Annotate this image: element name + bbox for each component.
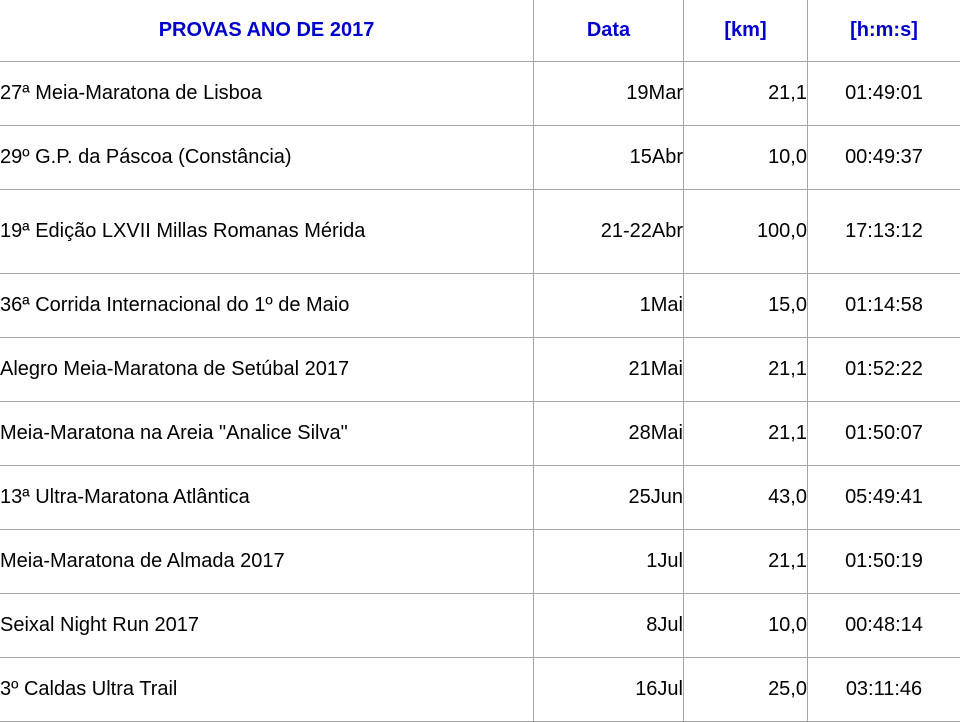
race-time: 01:50:07 [808,402,960,466]
race-name: 29º G.P. da Páscoa (Constância) [0,126,534,190]
race-distance: 21,1 [684,62,808,126]
table-row: 29º G.P. da Páscoa (Constância) 15Abr 10… [0,126,960,190]
race-distance: 21,1 [684,338,808,402]
header-row: PROVAS ANO DE 2017 Data [km] [h:m:s] [0,0,960,62]
race-distance: 15,0 [684,274,808,338]
race-time: 01:14:58 [808,274,960,338]
race-time: 01:49:01 [808,62,960,126]
table-row: 3º Caldas Ultra Trail 16Jul 25,0 03:11:4… [0,658,960,722]
race-date: 16Jul [534,658,684,722]
table-row: Seixal Night Run 2017 8Jul 10,0 00:48:14 [0,594,960,658]
race-distance: 10,0 [684,594,808,658]
table-header: PROVAS ANO DE 2017 Data [km] [h:m:s] [0,0,960,62]
race-distance: 21,1 [684,530,808,594]
header-time: [h:m:s] [808,0,960,62]
table-row: 13ª Ultra-Maratona Atlântica 25Jun 43,0 … [0,466,960,530]
race-name: 3º Caldas Ultra Trail [0,658,534,722]
race-time: 00:48:14 [808,594,960,658]
race-date: 19Mar [534,62,684,126]
race-name: 36ª Corrida Internacional do 1º de Maio [0,274,534,338]
header-date: Data [534,0,684,62]
race-name: Meia-Maratona de Almada 2017 [0,530,534,594]
race-distance: 43,0 [684,466,808,530]
race-time: 05:49:41 [808,466,960,530]
race-name: 19ª Edição LXVII Millas Romanas Mérida [0,190,534,274]
race-time: 00:49:37 [808,126,960,190]
race-time: 01:50:19 [808,530,960,594]
race-distance: 10,0 [684,126,808,190]
table-row: Meia-Maratona na Areia "Analice Silva" 2… [0,402,960,466]
header-km: [km] [684,0,808,62]
table-row: 27ª Meia-Maratona de Lisboa 19Mar 21,1 0… [0,62,960,126]
table-row: 19ª Edição LXVII Millas Romanas Mérida 2… [0,190,960,274]
race-distance: 100,0 [684,190,808,274]
race-time: 01:52:22 [808,338,960,402]
race-time: 17:13:12 [808,190,960,274]
race-date: 21Mai [534,338,684,402]
table-row: 36ª Corrida Internacional do 1º de Maio … [0,274,960,338]
race-date: 15Abr [534,126,684,190]
race-distance: 25,0 [684,658,808,722]
race-name: Alegro Meia-Maratona de Setúbal 2017 [0,338,534,402]
race-date: 1Jul [534,530,684,594]
race-date: 8Jul [534,594,684,658]
race-date: 28Mai [534,402,684,466]
race-name: Seixal Night Run 2017 [0,594,534,658]
race-time: 03:11:46 [808,658,960,722]
race-date: 21-22Abr [534,190,684,274]
table-body: 27ª Meia-Maratona de Lisboa 19Mar 21,1 0… [0,62,960,722]
race-name: 13ª Ultra-Maratona Atlântica [0,466,534,530]
race-date: 1Mai [534,274,684,338]
race-date: 25Jun [534,466,684,530]
table-row: Alegro Meia-Maratona de Setúbal 2017 21M… [0,338,960,402]
race-distance: 21,1 [684,402,808,466]
table-row: Meia-Maratona de Almada 2017 1Jul 21,1 0… [0,530,960,594]
race-name: Meia-Maratona na Areia "Analice Silva" [0,402,534,466]
race-name: 27ª Meia-Maratona de Lisboa [0,62,534,126]
header-races: PROVAS ANO DE 2017 [0,0,534,62]
